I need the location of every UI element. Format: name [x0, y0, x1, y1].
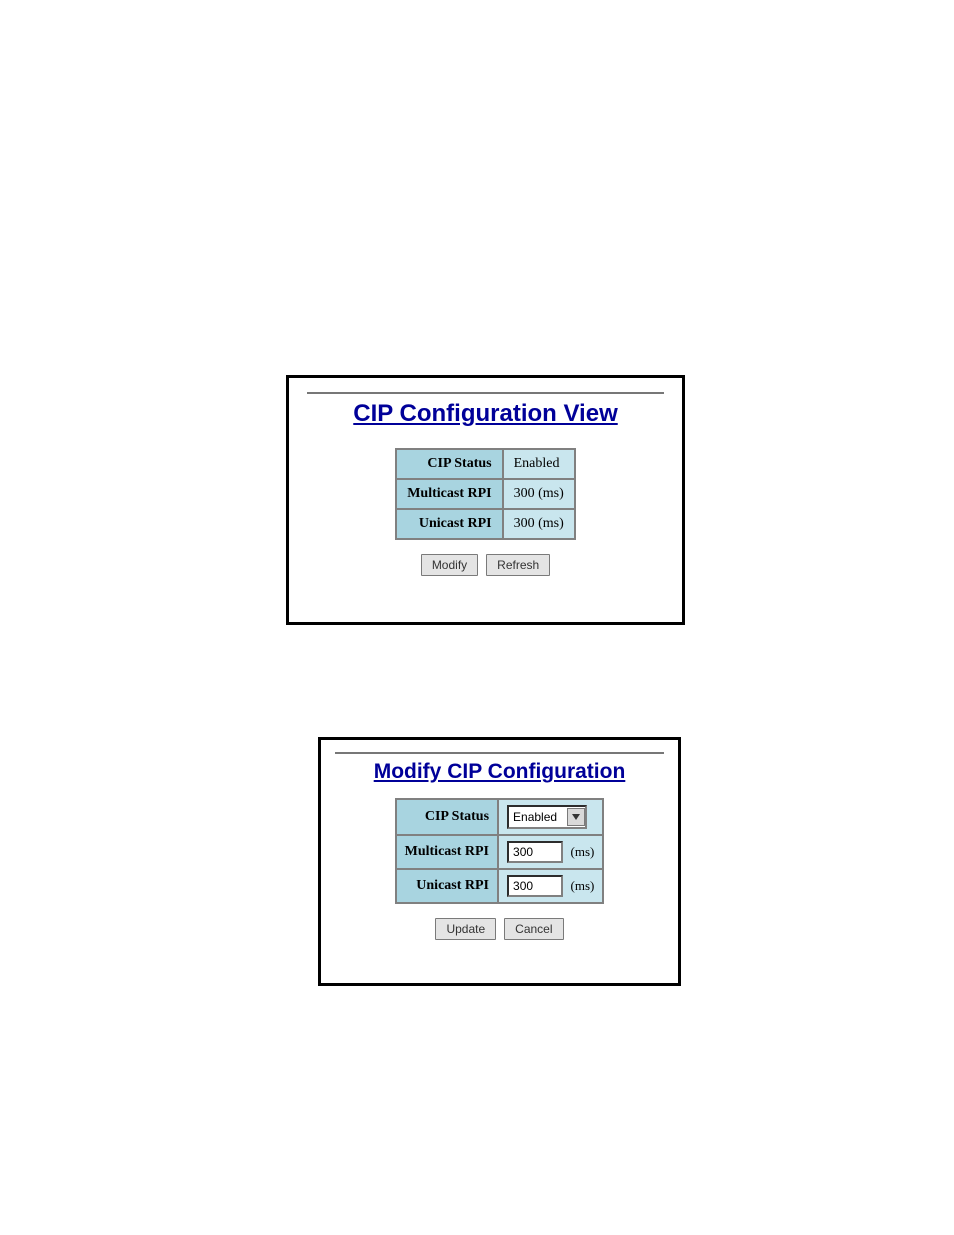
cip-config-view-table: CIP Status Enabled Multicast RPI 300 (ms… [395, 448, 576, 540]
cip-status-selected: Enabled [513, 810, 565, 824]
row-label: CIP Status [396, 449, 502, 479]
cancel-button[interactable]: Cancel [504, 918, 563, 940]
row-label: Multicast RPI [396, 479, 502, 509]
table-row: Unicast RPI 300 (ms) [396, 869, 604, 903]
update-button[interactable]: Update [435, 918, 496, 940]
table-row: Unicast RPI 300 (ms) [396, 509, 575, 539]
cip-status-select[interactable]: Enabled [507, 805, 587, 829]
modify-cip-config-table: CIP Status Enabled Multicast RPI 3 [395, 798, 605, 904]
unicast-label: Unicast RPI [396, 869, 498, 903]
table-row: CIP Status Enabled [396, 449, 575, 479]
row-value: 300 (ms) [503, 509, 575, 539]
row-value: 300 (ms) [503, 479, 575, 509]
unicast-cell: 300 (ms) [498, 869, 603, 903]
table-row: Multicast RPI 300 (ms) [396, 835, 604, 869]
modify-button-row: Update Cancel [335, 918, 664, 940]
chevron-down-icon [567, 808, 585, 826]
table-row: CIP Status Enabled [396, 799, 604, 835]
modify-cip-config-title-link[interactable]: Modify CIP Configuration [374, 760, 626, 783]
unicast-rpi-input[interactable]: 300 [507, 875, 563, 897]
view-title-wrap: CIP Configuration View [307, 392, 664, 428]
view-button-row: Modify Refresh [307, 554, 664, 576]
modify-title-wrap: Modify CIP Configuration [335, 752, 664, 784]
status-cell: Enabled [498, 799, 603, 835]
status-label: CIP Status [396, 799, 498, 835]
modify-cip-config-panel: Modify CIP Configuration CIP Status Enab… [318, 737, 681, 986]
multicast-label: Multicast RPI [396, 835, 498, 869]
multicast-cell: 300 (ms) [498, 835, 603, 869]
row-label: Unicast RPI [396, 509, 502, 539]
cip-config-view-panel: CIP Configuration View CIP Status Enable… [286, 375, 685, 625]
refresh-button[interactable]: Refresh [486, 554, 550, 576]
row-value: Enabled [503, 449, 575, 479]
modify-button[interactable]: Modify [421, 554, 478, 576]
multicast-rpi-input[interactable]: 300 [507, 841, 563, 863]
unit-label: (ms) [571, 878, 595, 893]
table-row: Multicast RPI 300 (ms) [396, 479, 575, 509]
unit-label: (ms) [571, 844, 595, 859]
cip-config-view-title-link[interactable]: CIP Configuration View [353, 400, 617, 427]
